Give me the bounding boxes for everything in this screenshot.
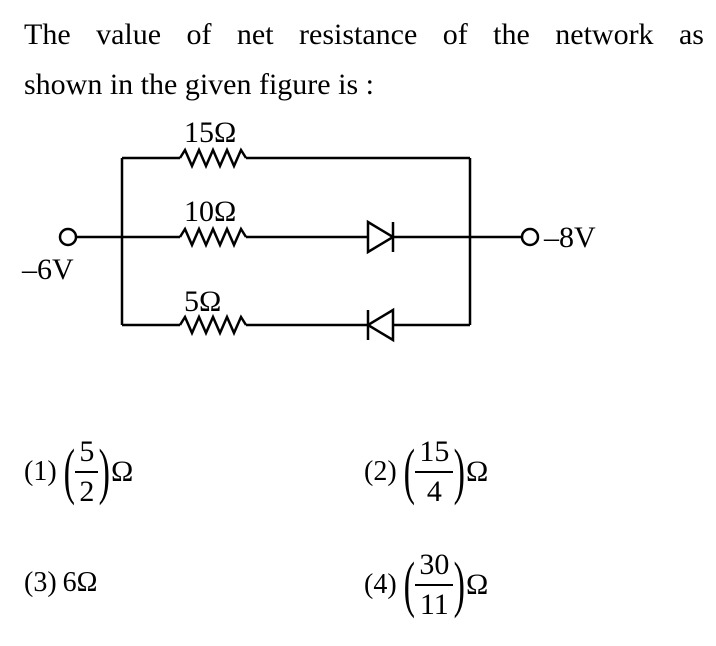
option-2[interactable]: (2) ( 15 4 ) Ω bbox=[364, 427, 488, 517]
right-paren: ) bbox=[453, 551, 466, 619]
option-2-unit: Ω bbox=[465, 455, 489, 488]
option-4[interactable]: (4) ( 30 11 ) Ω bbox=[364, 540, 488, 630]
diode-reverse-symbol bbox=[365, 307, 395, 343]
option-1-unit: Ω bbox=[110, 455, 134, 488]
right-paren: ) bbox=[98, 438, 111, 506]
option-1-fraction: 5 2 bbox=[75, 435, 99, 510]
option-4-label: (4) bbox=[364, 569, 397, 600]
left-paren: ( bbox=[403, 438, 415, 506]
left-terminal-node bbox=[58, 227, 78, 247]
left-paren: ( bbox=[63, 438, 75, 506]
resistor-15-label: 15Ω bbox=[184, 116, 236, 149]
option-4-denominator: 11 bbox=[419, 588, 449, 621]
diode-forward-symbol bbox=[366, 219, 396, 255]
option-2-fraction: 15 4 bbox=[415, 435, 454, 510]
option-2-denominator: 4 bbox=[426, 475, 442, 508]
option-1-label: (1) bbox=[24, 456, 57, 487]
question-text: The value of net resistance of the netwo… bbox=[24, 10, 704, 110]
option-2-numerator: 15 bbox=[415, 435, 454, 473]
right-terminal-label: –8V bbox=[543, 221, 596, 254]
option-4-fraction: 30 11 bbox=[415, 548, 454, 623]
resistor-15-symbol bbox=[178, 146, 248, 170]
question-line-1: The value of net resistance of the netwo… bbox=[24, 18, 704, 51]
option-3-label: (3) bbox=[24, 567, 57, 598]
option-1[interactable]: (1) ( 5 2 ) Ω bbox=[24, 427, 133, 517]
resistor-10-label: 10Ω bbox=[184, 195, 236, 228]
left-terminal-label: –6V bbox=[21, 253, 74, 286]
left-paren: ( bbox=[403, 551, 415, 619]
resistor-5-label: 5Ω bbox=[184, 285, 221, 318]
resistor-10-symbol bbox=[178, 225, 248, 249]
option-1-denominator: 2 bbox=[79, 475, 95, 508]
option-3-value: 6Ω bbox=[62, 567, 98, 598]
question-line-2: shown in the given figure is : bbox=[24, 68, 374, 101]
right-paren: ) bbox=[453, 438, 466, 506]
option-2-label: (2) bbox=[364, 456, 397, 487]
option-1-numerator: 5 bbox=[75, 435, 99, 473]
right-terminal-node bbox=[520, 227, 540, 247]
option-4-unit: Ω bbox=[465, 568, 489, 601]
resistor-5-symbol bbox=[178, 313, 248, 337]
option-4-numerator: 30 bbox=[415, 548, 454, 586]
option-3[interactable]: (3) 6Ω bbox=[24, 538, 97, 628]
